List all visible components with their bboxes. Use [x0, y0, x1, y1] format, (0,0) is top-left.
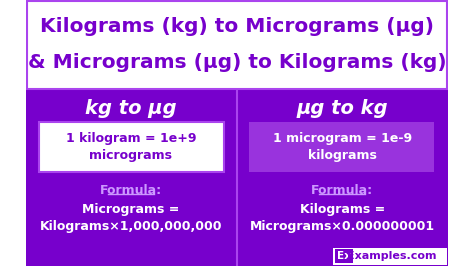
Text: Examples.com: Examples.com: [346, 251, 436, 261]
Text: Ex: Ex: [337, 251, 351, 261]
Text: Kilograms =
Micrograms×0.000000001: Kilograms = Micrograms×0.000000001: [250, 203, 435, 233]
Text: 1 microgram = 1e-9
kilograms: 1 microgram = 1e-9 kilograms: [273, 132, 412, 162]
Text: kg to μg: kg to μg: [85, 98, 177, 118]
Text: Formula:: Formula:: [311, 184, 374, 197]
Text: Formula:: Formula:: [100, 184, 162, 197]
FancyBboxPatch shape: [26, 0, 448, 90]
Text: μg to kg: μg to kg: [296, 98, 388, 118]
Text: 1 kilogram = 1e+9
micrograms: 1 kilogram = 1e+9 micrograms: [65, 132, 196, 162]
Text: Kilograms (kg) to Micrograms (μg): Kilograms (kg) to Micrograms (μg): [40, 18, 434, 36]
FancyBboxPatch shape: [39, 122, 224, 172]
FancyBboxPatch shape: [333, 248, 447, 265]
FancyBboxPatch shape: [335, 249, 353, 263]
FancyBboxPatch shape: [26, 90, 448, 266]
Text: & Micrograms (μg) to Kilograms (kg): & Micrograms (μg) to Kilograms (kg): [27, 53, 447, 73]
FancyBboxPatch shape: [249, 122, 434, 172]
Text: Micrograms =
Kilograms×1,000,000,000: Micrograms = Kilograms×1,000,000,000: [40, 203, 222, 233]
